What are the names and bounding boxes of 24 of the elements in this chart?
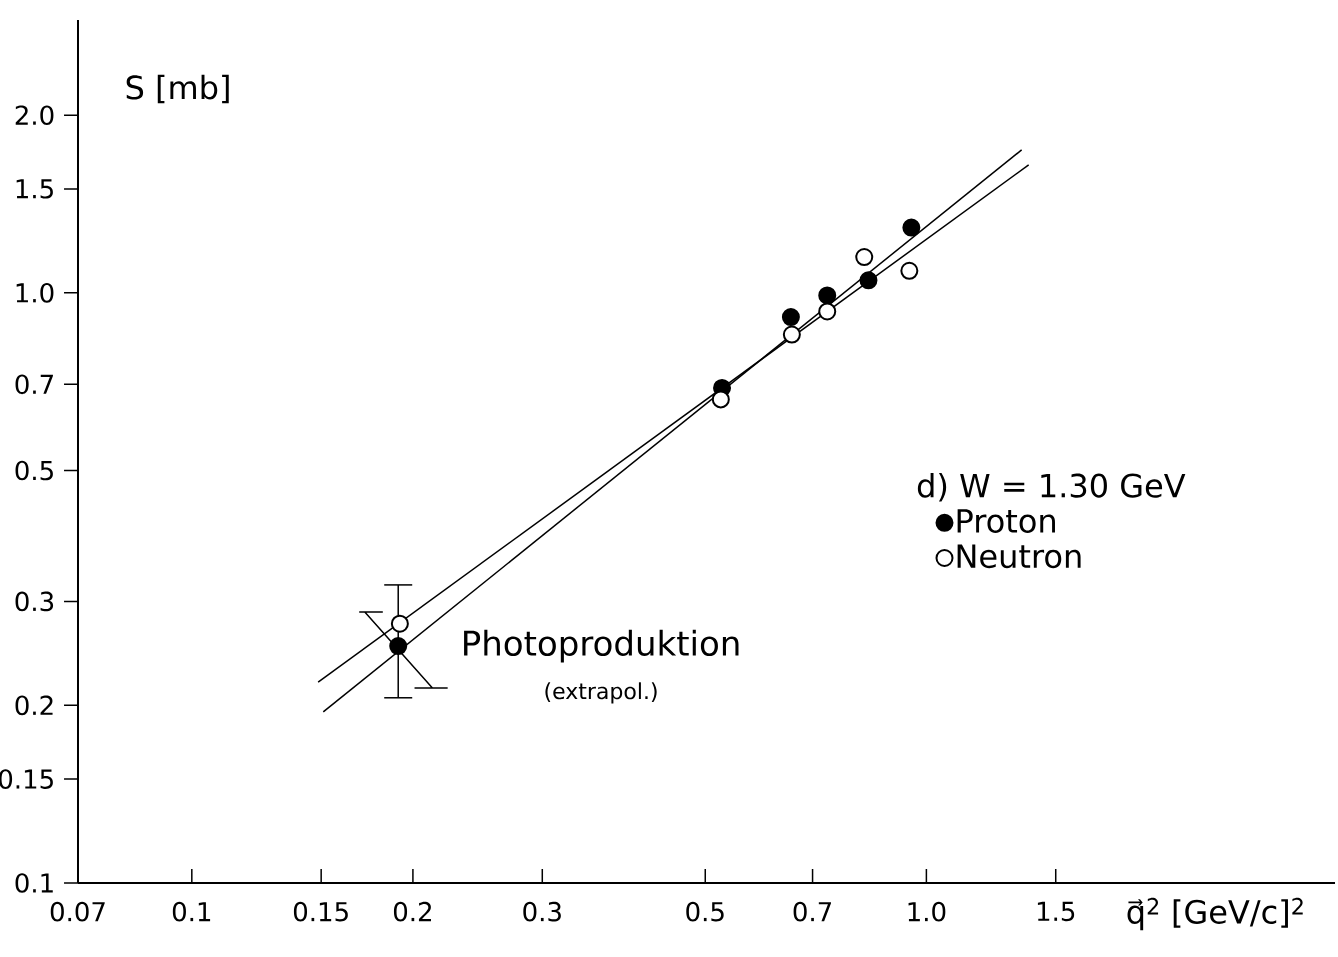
y-tick-label: 0.7: [15, 374, 53, 395]
annotation: (extrapol.): [545, 682, 657, 704]
x-tick-label: 0.1: [172, 901, 211, 922]
y-tick-label: 1.0: [16, 283, 54, 303]
x-tick-label: 0.5: [686, 901, 724, 922]
x-tick-label: 0.07: [50, 901, 105, 922]
x-tick-label: 0.2: [393, 901, 431, 922]
x-axis-title: q⃗$^{2}$ [GeV/c]$^{2}$: [1127, 897, 1303, 931]
x-tick-label: 0.3: [523, 901, 561, 922]
legend-label: Neutron: [957, 544, 1081, 569]
legend-title: d) W = 1.30 GeV: [917, 472, 1186, 502]
x-tick-label: 1.0: [908, 901, 946, 922]
y-tick-label: 1.5: [16, 179, 53, 199]
y-axis-title: S [mb]: [126, 74, 229, 104]
x-tick-label: 1.5: [1037, 901, 1075, 922]
y-tick-label: 0.3: [15, 591, 54, 612]
x-tick-label: 0.15: [293, 901, 348, 922]
y-tick-label: 2.0: [15, 105, 54, 126]
y-tick-label: 0.2: [15, 695, 53, 716]
legend-label: Proton: [957, 509, 1055, 533]
annotation: Photoproduktion: [464, 629, 739, 663]
y-tick-label: 0.5: [15, 460, 53, 481]
y-tick-label: 0.1: [15, 873, 53, 893]
x-tick-label: 0.7: [793, 901, 832, 922]
